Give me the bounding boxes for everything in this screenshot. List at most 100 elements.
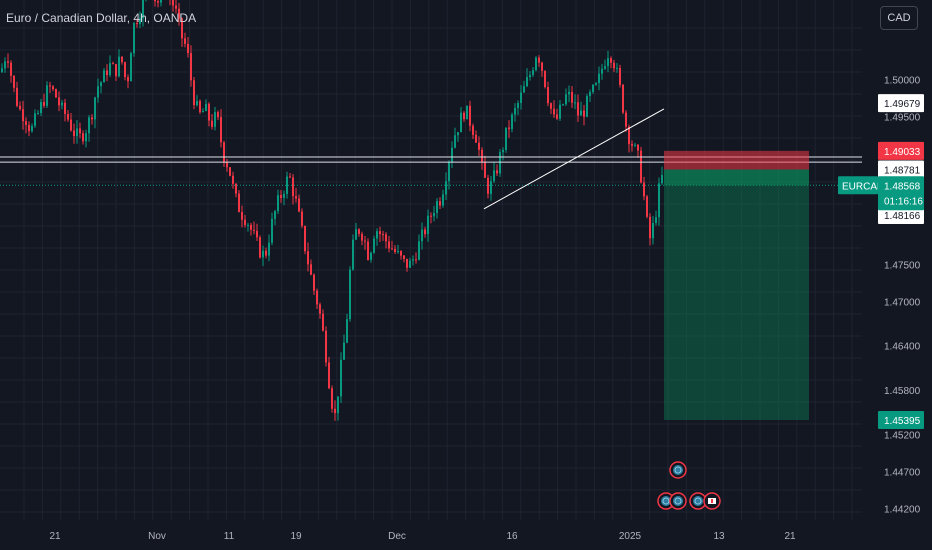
candle-body	[256, 230, 258, 238]
candle-body	[310, 264, 312, 275]
candle-body	[610, 58, 612, 63]
candle-body	[457, 132, 459, 136]
candle-body	[370, 252, 372, 260]
candle-body	[289, 176, 291, 178]
candle-body	[505, 127, 507, 150]
time-axis[interactable]: 21 Nov 11 19 Dec 16 2025 13 21	[49, 531, 796, 542]
candle-body	[628, 126, 630, 145]
candle-body	[349, 269, 351, 320]
candle-body	[154, 0, 156, 2]
event-markers[interactable]	[657, 461, 721, 510]
candle-body	[433, 212, 435, 217]
candle-body	[487, 177, 489, 194]
candle-body	[271, 218, 273, 243]
candle-body	[172, 0, 174, 6]
candle-body	[19, 105, 21, 110]
candle-body	[430, 215, 432, 217]
candle-body	[127, 77, 129, 82]
candle-body	[523, 86, 525, 93]
globe-lines	[662, 497, 670, 505]
candle-body	[244, 219, 246, 226]
current-price-badge	[878, 176, 924, 211]
candle-body	[82, 133, 84, 142]
candle-body	[394, 248, 396, 252]
candle-body	[355, 229, 357, 240]
time-tick-label: 13	[713, 531, 725, 542]
globe-fill	[693, 496, 703, 506]
candle-body	[445, 181, 447, 195]
candle-body	[331, 388, 333, 409]
candle-body	[124, 62, 126, 78]
symbol-badge-label: EURCAD	[842, 181, 884, 192]
candle-body	[388, 241, 390, 249]
price-axis[interactable]: 1.500001.495001.485001.475001.470001.464…	[884, 75, 921, 515]
candle-body	[439, 201, 441, 206]
candle-body	[220, 117, 222, 143]
candle-body	[478, 142, 480, 150]
candle-body	[283, 193, 285, 198]
globe-fill	[673, 465, 683, 475]
short-position-tool[interactable]	[664, 150, 809, 420]
candle-body	[64, 102, 66, 114]
candle-body	[67, 113, 69, 120]
candle-body	[583, 110, 585, 117]
candle-body	[352, 239, 354, 270]
candle-body	[418, 241, 420, 260]
candle-body	[196, 100, 198, 106]
candle-body	[130, 53, 132, 82]
candle-body	[298, 198, 300, 212]
candle-body	[643, 182, 645, 197]
candle-body	[136, 23, 138, 25]
price-badge	[878, 141, 924, 160]
symbol-title[interactable]: Euro / Canadian Dollar, 4h, OANDA	[6, 11, 197, 25]
globe-icon	[689, 492, 707, 510]
price-badge-label: 1.49679	[884, 99, 921, 110]
candle-body	[142, 0, 144, 19]
price-badge-label: 1.48166	[884, 211, 921, 222]
flag-leaf	[711, 499, 713, 503]
candle-body	[412, 259, 414, 261]
price-badge-label: 1.48781	[884, 166, 921, 177]
price-badge	[878, 411, 924, 429]
candle-body	[187, 43, 189, 54]
candle-body	[511, 114, 513, 130]
candle-body	[652, 222, 654, 239]
candle-body	[517, 102, 519, 109]
candle-body	[79, 128, 81, 134]
candle-body	[1, 68, 3, 72]
candle-body	[178, 8, 180, 19]
candle-body	[508, 127, 510, 130]
currency-button[interactable]: CAD	[880, 6, 918, 30]
candle-body	[631, 144, 633, 146]
candle-body	[625, 112, 627, 127]
candle-body	[649, 216, 651, 239]
current-price-label: 1.48568	[884, 181, 921, 192]
candle-body	[103, 70, 105, 83]
candle-body	[58, 97, 60, 106]
candle-body	[601, 68, 603, 74]
trendline[interactable]	[483, 108, 665, 210]
candle-body	[253, 229, 255, 231]
candle-body	[529, 74, 531, 78]
candle-body	[4, 61, 6, 69]
candle-body	[472, 125, 474, 135]
candle-body	[544, 70, 546, 88]
candle-body	[547, 87, 549, 104]
time-tick-label: 21	[784, 531, 796, 542]
candle-body	[319, 304, 321, 314]
candle-body	[94, 97, 96, 120]
candle-body	[91, 117, 93, 120]
price-badge-label: 1.45395	[884, 416, 921, 427]
candle-body	[574, 102, 576, 104]
candle-body	[346, 319, 348, 343]
candle-body	[382, 234, 384, 236]
candle-body	[607, 58, 609, 67]
globe-fill	[661, 496, 671, 506]
candle-body	[424, 229, 426, 235]
candle-body	[316, 290, 318, 305]
candle-body	[205, 103, 207, 111]
candle-body	[613, 62, 615, 69]
candle-body	[160, 0, 162, 3]
candle-body	[532, 70, 534, 75]
